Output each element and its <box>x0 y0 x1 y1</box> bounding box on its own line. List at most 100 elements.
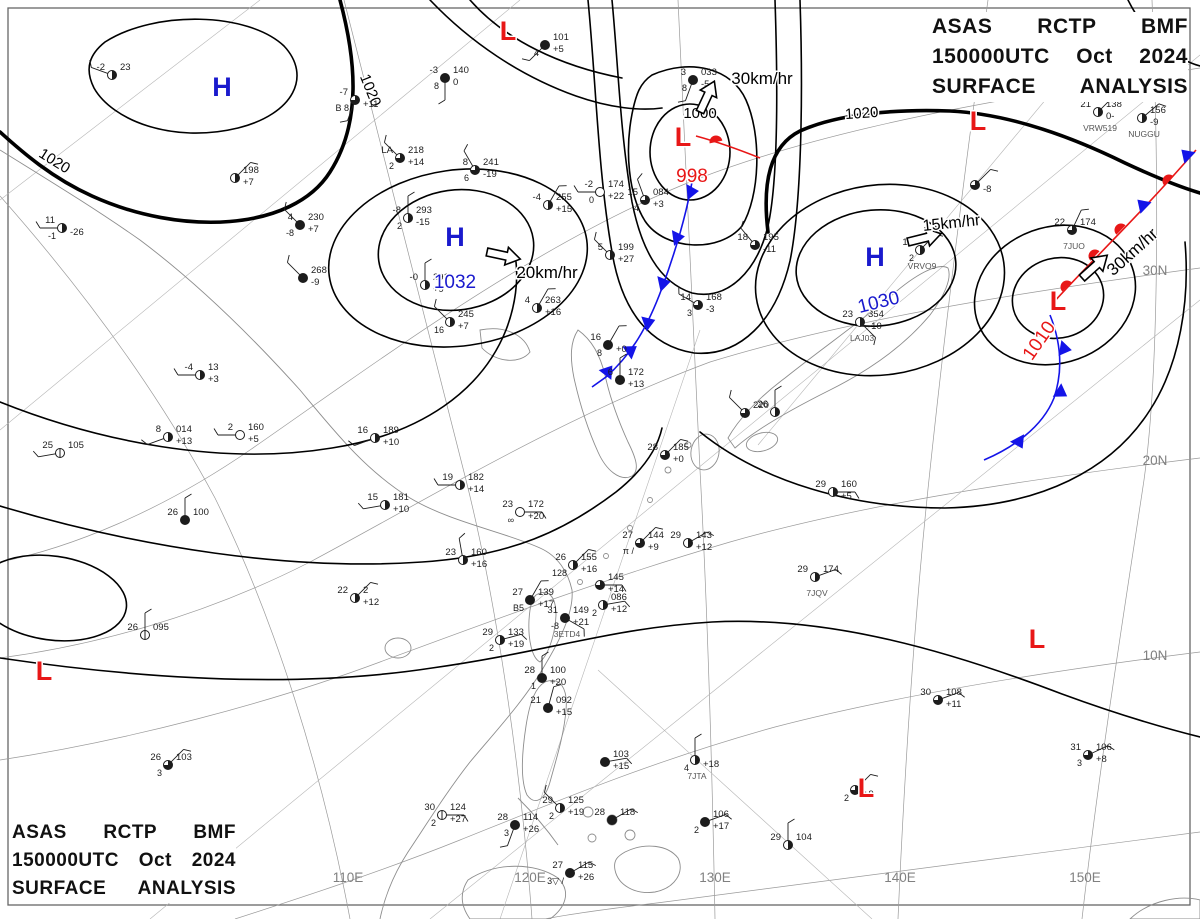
coastline <box>528 592 557 663</box>
wind-barb-tick <box>706 531 714 537</box>
station-plot: 21 092+15 <box>530 684 572 718</box>
station-circle <box>540 40 550 50</box>
station-pressure: 100 <box>550 665 566 676</box>
wind-barb-tick <box>835 569 842 575</box>
wind-barb-tick <box>594 231 597 240</box>
wind-barb <box>549 185 567 202</box>
warm-front-semicircle <box>1060 280 1072 292</box>
cover-fill <box>385 500 390 510</box>
coastline <box>461 865 567 919</box>
pressure-letter: L <box>36 656 53 686</box>
station-temp: 31 <box>547 605 558 616</box>
station-temp: 29 <box>797 564 808 575</box>
station-pressure: 095 <box>153 622 169 633</box>
latitude-line <box>0 67 1200 563</box>
station-circle <box>298 273 308 283</box>
station-temp: 26 <box>167 507 178 518</box>
pressure-value: 1032 <box>434 272 476 293</box>
station-circle <box>295 220 305 230</box>
station-plot: 2 160+5 <box>213 422 264 445</box>
station-temp: 27 <box>512 587 523 598</box>
station-tendency: +11 <box>363 99 378 110</box>
wind-barb-tick <box>990 169 999 172</box>
wind-barb <box>184 493 192 516</box>
station-tendency: -19 <box>483 169 497 180</box>
longitude-line <box>897 0 989 919</box>
station-temp: 5 <box>598 242 603 253</box>
wind-barb <box>544 784 558 806</box>
station-plot: 4 263+16 <box>525 288 561 318</box>
wind-barb-shaft <box>685 84 692 101</box>
station-temp: 30 <box>920 687 931 698</box>
high-pressure-center: H <box>211 71 234 104</box>
wind-barb <box>862 324 876 346</box>
wind-barb-tick <box>958 692 965 698</box>
cover-fill <box>970 180 980 190</box>
title-line-3: SURFACE ANALYSIS <box>12 878 236 899</box>
isobar-value-label: 1020 <box>844 104 878 123</box>
station-plot: 145+14 <box>595 572 627 595</box>
station-plot: -7 +11 B 8 <box>335 87 378 123</box>
wind-barb <box>548 684 562 704</box>
station-plot: 30 124+27 2 <box>424 802 469 828</box>
station-tendency: -8 <box>983 184 991 195</box>
wind-barb <box>173 368 196 376</box>
isobar-line <box>0 554 128 642</box>
wind-barb <box>729 389 743 411</box>
pressure-letter: H <box>865 242 885 272</box>
station-pressure: 101 <box>553 32 569 43</box>
wind-barb-shaft <box>615 808 632 819</box>
route-line <box>149 54 1200 919</box>
cover-fill <box>788 840 793 850</box>
station-pressure: 145 <box>608 572 624 583</box>
station-plot: -2 174+22 0 <box>573 179 624 205</box>
pressure-value: 998 <box>676 166 708 187</box>
station-extra: 2 <box>389 161 394 171</box>
station-temp: 15 <box>367 492 378 503</box>
wind-barb-shaft <box>347 104 354 121</box>
station-plot: 29 133+19 2 <box>482 627 528 653</box>
wind-barb-tick <box>141 439 148 445</box>
wind-barb-tick <box>144 608 152 614</box>
wind-barb <box>433 478 456 486</box>
station-tendency: -15 <box>416 217 430 228</box>
station-pressure: 172 <box>528 499 544 510</box>
title-line-3: SURFACE ANALYSIS <box>932 75 1188 98</box>
wind-barb-shaft <box>678 293 695 304</box>
station-pressure: 195 <box>763 232 779 243</box>
station-pressure: 174 <box>1080 217 1096 228</box>
title-line-2: 150000UTC Oct 2024 <box>12 850 236 871</box>
station-pressure: 23 <box>120 62 131 73</box>
wind-barb-shaft <box>384 142 398 156</box>
longitude-label: 130E <box>699 870 731 885</box>
cover-fill <box>235 173 240 183</box>
station-tendency: +26 <box>578 872 594 883</box>
wind-barb-tick <box>618 325 627 327</box>
isobar-line <box>754 183 1006 377</box>
isobar-line <box>627 66 758 246</box>
station-callsign: 3ETD4 <box>554 629 581 639</box>
station-temp: -3 <box>430 65 438 76</box>
station-pressure: 354 <box>868 309 884 320</box>
station-extra: -8 <box>551 621 559 631</box>
station-pressure: 160 <box>471 547 487 558</box>
station-temp: 28 <box>524 665 535 676</box>
wind-barb-tick <box>680 439 689 442</box>
cold-front-triangle <box>657 276 671 292</box>
station-temp: 25 <box>42 440 53 451</box>
title-block-top-right: ASAS RCTP BMF 150000UTC Oct 2024 SURFACE… <box>932 12 1188 102</box>
station-plot: 8 241-19 6 <box>463 144 499 183</box>
low-pressure-center: L <box>968 105 988 138</box>
station-pressure: 263 <box>545 295 561 306</box>
coastline <box>517 797 559 846</box>
station-plot: -4 255+15 <box>533 185 572 215</box>
station-plot: -0 291+9 <box>410 258 449 295</box>
isobar-line <box>795 209 957 327</box>
wind-barb-tick <box>677 100 686 103</box>
station-pressure: 230 <box>308 212 324 223</box>
station-temp: 28 <box>497 812 508 823</box>
island <box>603 553 609 559</box>
station-extra: B 8 <box>335 103 349 113</box>
